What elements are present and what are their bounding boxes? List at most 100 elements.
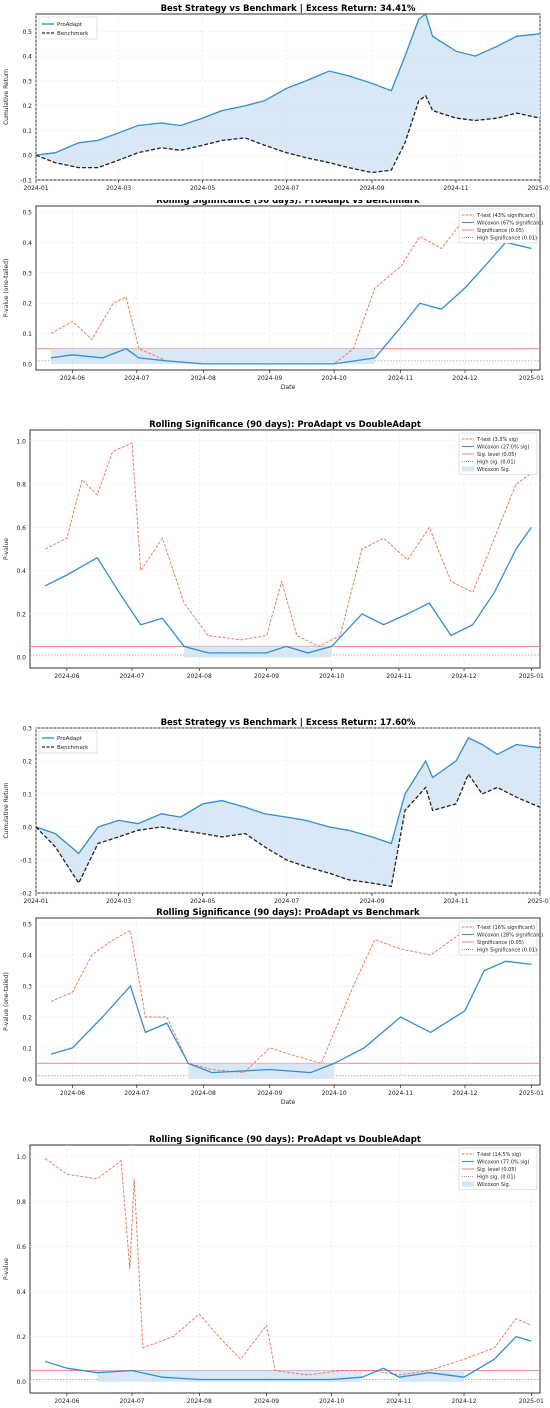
y-tick-label: 0.4 xyxy=(22,240,32,247)
x-tick-label: 2024-11 xyxy=(386,1398,411,1404)
x-tick-label: 2025-01 xyxy=(519,1090,544,1097)
x-tick-label: 2024-08 xyxy=(191,375,216,382)
y-tick-label: -0.1 xyxy=(20,178,32,185)
legend-label: Benchmark xyxy=(57,745,89,751)
y-axis-label: Cumulative Return xyxy=(3,782,10,838)
x-tick-label: 2024-09 xyxy=(359,898,384,905)
x-tick-label: 2024-01 xyxy=(23,185,48,192)
chart-title: Rolling Significance (90 days): ProAdapt… xyxy=(149,420,421,430)
legend-swatch xyxy=(462,467,474,472)
legend-label: Sig. level (0.05) xyxy=(477,452,516,458)
x-tick-label: 2024-10 xyxy=(322,1090,347,1097)
wilcoxon-sig-band xyxy=(270,349,334,364)
legend-label: T-test (43% significant) xyxy=(476,213,535,219)
legend-label: Wilcoxon (67% significant) xyxy=(477,221,543,227)
legend-label: Wilcoxon Sig. xyxy=(477,1182,511,1188)
chart-title: Rolling Significance (90 days): ProAdapt… xyxy=(149,1135,421,1145)
y-tick-label: 0.3 xyxy=(22,984,32,991)
chart-title: Best Strategy vs Benchmark | Excess Retu… xyxy=(161,4,416,14)
x-tick-label: 2024-07 xyxy=(119,673,144,680)
x-tick-label: 2024-03 xyxy=(106,185,131,192)
wilcoxon-sig-band xyxy=(332,1370,362,1381)
y-tick-label: 0.4 xyxy=(16,1289,26,1296)
y-tick-label: 0.6 xyxy=(16,525,26,532)
y-tick-label: 0.0 xyxy=(22,825,32,832)
x-tick-label: 2024-08 xyxy=(187,673,212,680)
y-tick-label: 0.2 xyxy=(16,1334,26,1341)
x-tick-label: 2024-09 xyxy=(359,185,384,192)
y-tick-label: 0.3 xyxy=(22,726,32,733)
chart-title: Best Strategy vs Benchmark | Excess Retu… xyxy=(161,718,416,728)
legend-label: T-test (16% significant) xyxy=(476,925,535,931)
y-tick-label: 0.3 xyxy=(22,78,32,85)
legend-label: T-test (3.3% sig) xyxy=(476,437,518,443)
legend-label: Significance (0.05) xyxy=(477,228,524,234)
y-tick-label: 0.0 xyxy=(16,1379,26,1386)
x-tick-label: 2024-10 xyxy=(322,375,347,382)
y-tick-label: 0.2 xyxy=(22,301,32,308)
chart-title: Rolling Significance (90 days): ProAdapt… xyxy=(156,200,420,206)
y-tick-label: -0.2 xyxy=(20,891,32,898)
y-tick-label: 0.1 xyxy=(22,792,32,799)
y-tick-label: 0.5 xyxy=(22,29,32,36)
legend-label: High sig. (0.01) xyxy=(477,1175,516,1181)
x-tick-label: 2024-03 xyxy=(106,898,131,905)
x-tick-label: 2024-08 xyxy=(191,1090,216,1097)
legend-label: Wilcoxon (28% significant) xyxy=(477,933,543,939)
legend-label: T-test (14.5% sig) xyxy=(476,1152,521,1158)
legend-label: High sig. (0.01) xyxy=(477,460,516,466)
y-tick-label: 0.0 xyxy=(22,1076,32,1083)
legend-label: Benchmark xyxy=(57,31,89,37)
x-tick-label: 2024-07 xyxy=(124,1090,149,1097)
y-axis-label: P-value xyxy=(3,538,10,560)
y-tick-label: 0.1 xyxy=(22,331,32,338)
x-tick-label: 2024-11 xyxy=(388,375,413,382)
chart-title: Rolling Significance (90 days): ProAdapt… xyxy=(156,908,420,918)
x-tick-label: 2024-12 xyxy=(452,1090,477,1097)
legend-label: Wilcoxon (27.0% sig) xyxy=(477,445,529,451)
x-tick-label: 2025-01 xyxy=(527,898,550,905)
y-axis-label: Cumulative Return xyxy=(3,69,10,125)
legend: T-test (43% significant) Wilcoxon (67% si… xyxy=(459,209,543,243)
x-tick-label: 2024-12 xyxy=(452,673,477,680)
x-tick-label: 2024-10 xyxy=(319,1398,344,1404)
x-tick-label: 2024-05 xyxy=(190,185,215,192)
wilcoxon-sig-band xyxy=(139,349,167,364)
y-axis-label: P-value xyxy=(3,1258,10,1280)
x-tick-label: 2025-01 xyxy=(519,673,544,680)
x-tick-label: 2024-06 xyxy=(54,673,79,680)
wilcoxon-sig-band xyxy=(203,349,269,364)
x-tick-label: 2024-11 xyxy=(443,185,468,192)
y-tick-label: 0.4 xyxy=(22,953,32,960)
y-tick-label: 0.0 xyxy=(22,153,32,160)
y-tick-label: 0.4 xyxy=(16,568,26,575)
x-tick-label: 2024-08 xyxy=(187,1398,212,1404)
y-tick-label: 1.0 xyxy=(16,1154,26,1161)
x-tick-label: 2024-05 xyxy=(190,898,215,905)
y-tick-label: 0.4 xyxy=(22,54,32,61)
x-tick-label: 2024-09 xyxy=(257,375,282,382)
y-tick-label: 0.2 xyxy=(22,103,32,110)
x-tick-label: 2024-09 xyxy=(257,1090,282,1097)
y-tick-label: 0.5 xyxy=(22,210,32,217)
y-tick-label: 0.0 xyxy=(22,361,32,368)
legend: T-test (14.5% sig)Wilcoxon (77.0% sig)Si… xyxy=(459,1148,537,1190)
x-tick-label: 2024-10 xyxy=(319,673,344,680)
y-tick-label: 0.1 xyxy=(22,1045,32,1052)
wilcoxon-sig-band xyxy=(208,646,267,657)
x-tick-label: 2025-01 xyxy=(519,1398,544,1404)
x-tick-label: 2024-12 xyxy=(452,375,477,382)
y-tick-label: 0.2 xyxy=(22,1014,32,1021)
y-tick-label: 0.6 xyxy=(16,1244,26,1251)
legend-label: Significance (0.05) xyxy=(477,940,524,946)
